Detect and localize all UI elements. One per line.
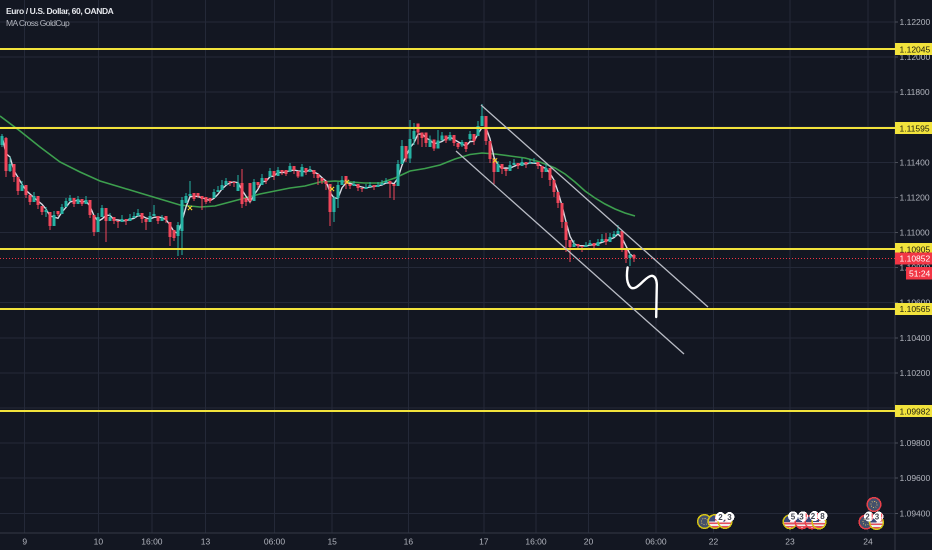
svg-text:06:00: 06:00: [645, 537, 667, 547]
svg-text:16: 16: [404, 537, 414, 547]
svg-text:15: 15: [327, 537, 337, 547]
svg-text:1.10905: 1.10905: [900, 244, 931, 254]
svg-text:1.10200: 1.10200: [900, 368, 931, 378]
svg-text:06:00: 06:00: [264, 537, 286, 547]
svg-text:1.10400: 1.10400: [900, 333, 931, 343]
svg-text:8: 8: [820, 512, 825, 521]
svg-text:1.10600: 1.10600: [900, 298, 931, 308]
svg-text:1.11400: 1.11400: [900, 157, 930, 167]
svg-text:1.09982: 1.09982: [900, 406, 931, 416]
svg-text:1.11000: 1.11000: [900, 228, 930, 238]
svg-text:1.11200: 1.11200: [900, 192, 930, 202]
svg-text:13: 13: [201, 537, 211, 547]
svg-text:3: 3: [727, 513, 732, 522]
svg-text:1.10852: 1.10852: [900, 254, 931, 264]
svg-text:16:00: 16:00: [525, 537, 547, 547]
svg-text:9: 9: [22, 537, 27, 547]
svg-text:!: !: [805, 512, 808, 521]
svg-text:51:24: 51:24: [909, 268, 931, 278]
svg-text:20: 20: [584, 537, 594, 547]
svg-text:!: !: [880, 513, 883, 522]
svg-text:1.10565: 1.10565: [900, 304, 931, 314]
svg-text:5: 5: [791, 512, 796, 521]
svg-text:24: 24: [863, 537, 873, 547]
svg-text:1.12045: 1.12045: [900, 44, 931, 54]
svg-text:1.12000: 1.12000: [900, 52, 931, 62]
svg-text:16:00: 16:00: [141, 537, 163, 547]
svg-text:23: 23: [785, 537, 795, 547]
svg-text:1.12200: 1.12200: [900, 17, 931, 27]
svg-text:22: 22: [709, 537, 719, 547]
svg-text:3: 3: [799, 512, 804, 521]
svg-text:1.11800: 1.11800: [900, 87, 930, 97]
svg-text:2: 2: [811, 512, 816, 521]
svg-text:Euro / U.S. Dollar, 60, OANDA: Euro / U.S. Dollar, 60, OANDA: [6, 6, 114, 16]
svg-text:10: 10: [94, 537, 104, 547]
svg-text:1.09400: 1.09400: [900, 508, 931, 518]
svg-text:2: 2: [865, 513, 870, 522]
svg-text:17: 17: [479, 537, 489, 547]
svg-text:1.11595: 1.11595: [900, 123, 930, 133]
svg-text:MA Cross GoldCup: MA Cross GoldCup: [6, 18, 70, 28]
svg-text:3: 3: [875, 513, 880, 522]
svg-text:1.09800: 1.09800: [900, 438, 931, 448]
svg-text:!: !: [871, 513, 874, 522]
svg-text:2: 2: [718, 513, 723, 522]
svg-text:1.09600: 1.09600: [900, 473, 931, 483]
